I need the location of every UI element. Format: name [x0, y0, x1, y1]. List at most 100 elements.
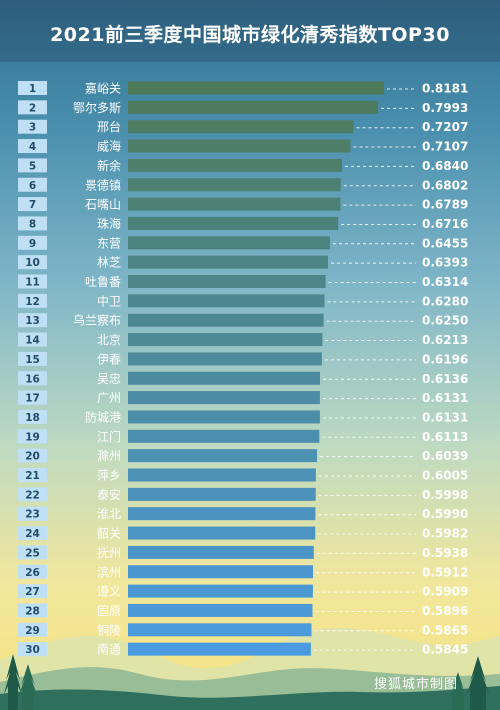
value-label: 0.5909 [422, 585, 468, 599]
rank-box [18, 468, 47, 482]
rank-number: 22 [25, 489, 40, 501]
bar [128, 255, 328, 269]
rank-box [18, 564, 47, 579]
bar [128, 410, 320, 424]
bar [128, 81, 384, 95]
city-label: 嘉峪关 [85, 82, 121, 96]
rank-box [18, 371, 47, 386]
value-label: 0.6393 [422, 256, 468, 270]
rank-box [18, 487, 47, 502]
rank-box [18, 409, 47, 424]
bar [128, 371, 320, 385]
value-label: 0.6280 [422, 294, 468, 308]
value-label: 0.5845 [422, 643, 468, 657]
bar [128, 487, 316, 501]
value-label: 0.6455 [422, 236, 468, 250]
rank-box [18, 274, 47, 289]
rank-number: 30 [25, 644, 40, 656]
rank-number: 23 [25, 509, 40, 521]
value-label: 0.5990 [422, 507, 468, 521]
rank-box [18, 158, 47, 173]
value-label: 0.6789 [422, 198, 468, 212]
bar [128, 449, 317, 463]
rank-box [18, 235, 47, 250]
city-label: 石嘴山 [85, 198, 121, 212]
city-label: 滁州 [97, 448, 121, 463]
bar [128, 603, 313, 617]
city-label: 抚州 [97, 546, 121, 560]
rank-number: 17 [25, 393, 40, 405]
rank-number: 4 [29, 141, 36, 153]
rank-number: 7 [29, 199, 36, 211]
city-label: 萍乡 [97, 469, 121, 483]
value-label: 0.5938 [422, 546, 468, 560]
rank-number: 15 [25, 354, 40, 366]
value-label: 0.7993 [422, 101, 468, 115]
value-label: 0.6136 [422, 372, 468, 386]
bar [128, 158, 342, 172]
city-label: 遵义 [97, 584, 121, 599]
bar [128, 526, 316, 540]
rank-number: 27 [25, 586, 40, 598]
bar [128, 216, 339, 230]
rank-box [18, 81, 47, 95]
rank-number: 13 [25, 315, 40, 327]
value-label: 0.5912 [422, 565, 468, 579]
city-label: 邢台 [97, 119, 121, 134]
city-label: 滨州 [97, 564, 121, 579]
bar [128, 623, 312, 637]
rank-number: 19 [25, 431, 40, 443]
value-label: 0.5998 [422, 488, 468, 502]
rank-box [18, 293, 47, 308]
chart-title: 2021前三季度中国城市绿化清秀指数TOP30 [50, 24, 450, 46]
city-label: 防城港 [85, 409, 121, 424]
value-label: 0.6716 [422, 217, 468, 231]
rank-number: 28 [25, 605, 40, 617]
rank-box [18, 526, 47, 541]
rank-number: 20 [25, 451, 40, 463]
value-label: 0.5896 [422, 604, 468, 618]
value-label: 0.7107 [422, 140, 468, 154]
value-label: 0.8181 [422, 82, 468, 96]
rank-number: 6 [29, 180, 36, 192]
city-label: 铜陵 [97, 622, 121, 637]
city-label: 韶关 [97, 526, 121, 541]
rank-box [18, 139, 47, 154]
rank-box [18, 255, 47, 270]
rank-number: 1 [29, 83, 36, 95]
city-label: 广州 [97, 391, 121, 405]
rank-box [18, 177, 47, 192]
rank-box [18, 448, 47, 463]
bar [128, 352, 322, 366]
rank-box [18, 584, 47, 599]
bar [128, 275, 326, 288]
city-label: 淮北 [97, 507, 121, 521]
city-label: 景德镇 [85, 177, 121, 192]
bar [128, 545, 314, 559]
title-bar [0, 0, 500, 62]
bar [128, 333, 323, 347]
value-label: 0.6113 [422, 430, 468, 444]
rank-box [18, 119, 47, 134]
value-label: 0.6196 [422, 352, 468, 366]
rank-number: 25 [25, 547, 40, 559]
city-label: 江门 [97, 429, 121, 444]
rank-number: 16 [25, 373, 40, 385]
rank-box [18, 351, 47, 366]
value-label: 0.6802 [422, 178, 468, 192]
bar [128, 584, 313, 598]
value-label: 0.6314 [422, 275, 468, 289]
bar [128, 197, 341, 211]
watermark: 搜狐城市制图 [373, 677, 458, 692]
rank-box [18, 216, 47, 231]
rank-number: 24 [25, 528, 40, 540]
city-label: 泰安 [97, 487, 121, 502]
rank-number: 12 [25, 296, 40, 308]
city-label: 珠海 [97, 216, 121, 231]
rank-number: 10 [25, 257, 40, 269]
value-label: 0.7207 [422, 120, 468, 134]
bar [128, 468, 316, 482]
bar [128, 642, 311, 656]
